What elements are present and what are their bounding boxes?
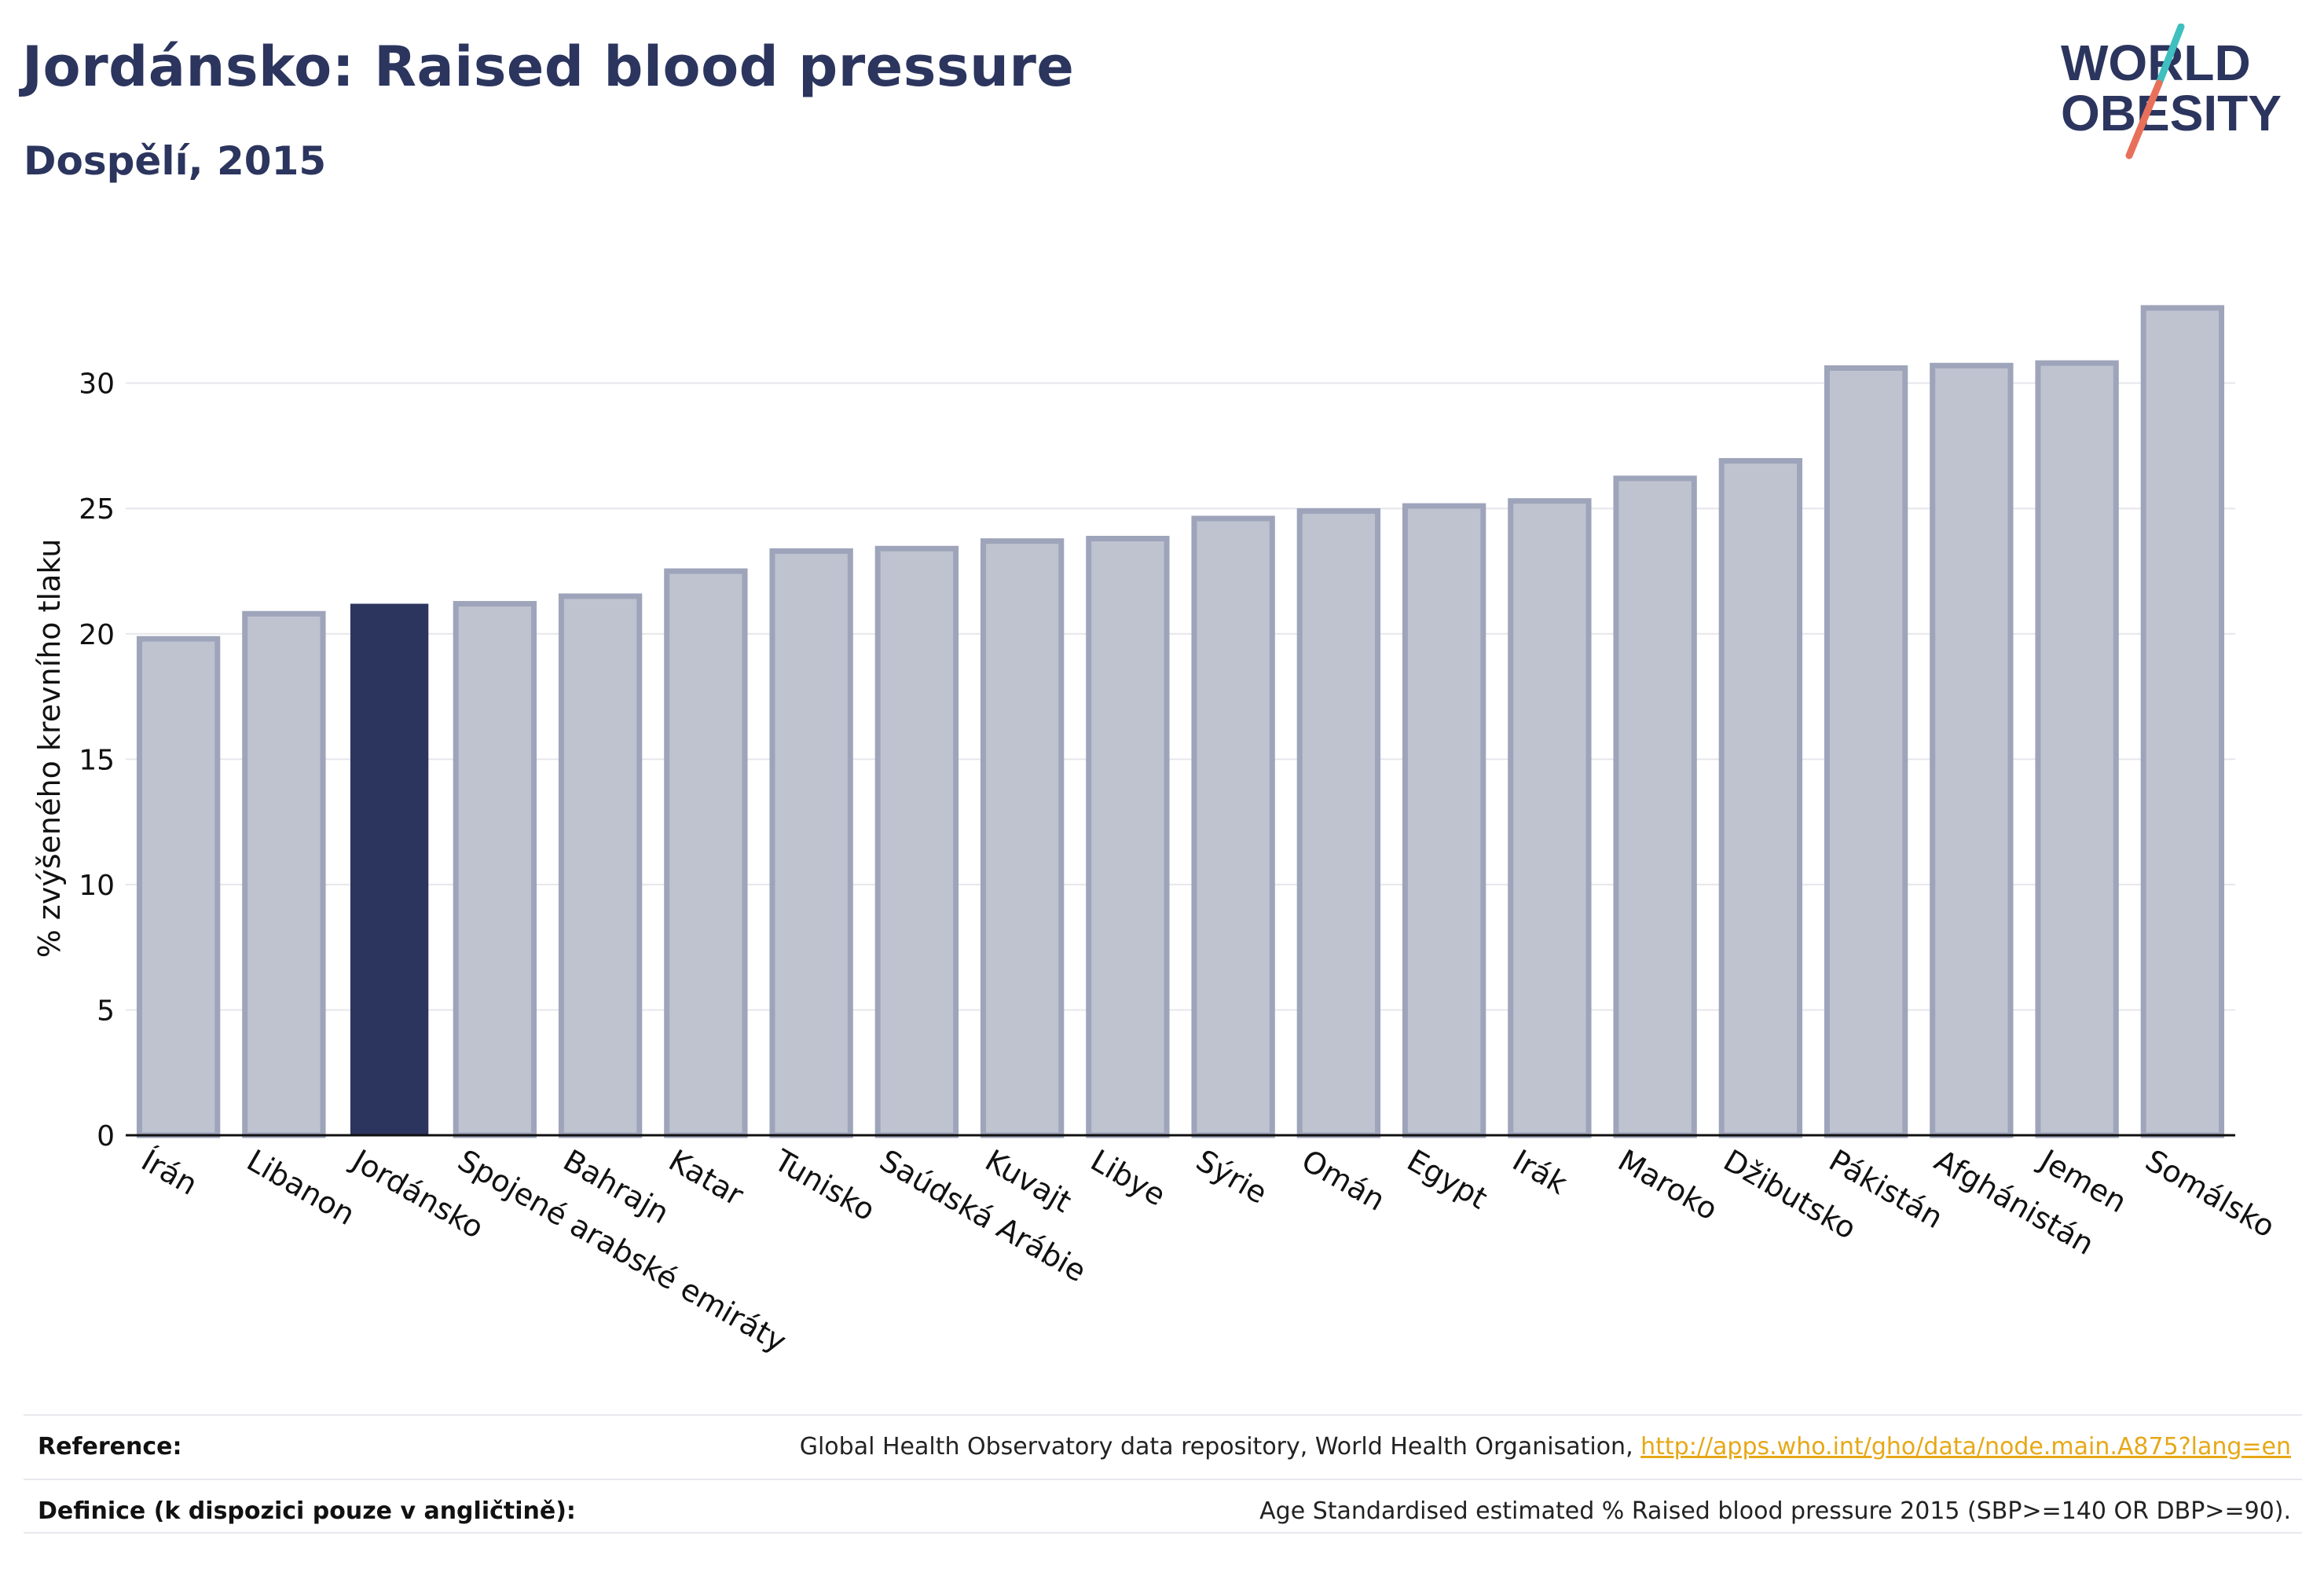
- logo-slash-red: [2125, 79, 2163, 159]
- bar-Džibutsko: [1718, 458, 1803, 1138]
- definition-label: Definice (k dispozici pouze v angličtině…: [38, 1497, 576, 1525]
- x-tick-label: Katar: [663, 1143, 750, 1213]
- bar-Afghánistán: [1930, 362, 2014, 1138]
- bar-Írán: [136, 636, 221, 1138]
- y-tick-label: 0: [97, 1120, 115, 1153]
- bar-Libanon: [242, 610, 326, 1138]
- footer-reference-row: Reference: Global Health Observatory dat…: [24, 1414, 2302, 1480]
- reference-link[interactable]: http://apps.who.int/gho/data/node.main.A…: [1640, 1433, 2291, 1461]
- y-axis-label: % zvýšeného krevního tlaku: [32, 539, 67, 958]
- page-subtitle: Dospělí, 2015: [24, 138, 327, 184]
- x-tick-label: Egypt: [1402, 1143, 1494, 1216]
- bar-Omán: [1296, 508, 1381, 1138]
- reference-label: Reference:: [38, 1433, 182, 1461]
- x-tick-label: Libanon: [241, 1143, 361, 1232]
- bar-Libye: [1086, 536, 1170, 1138]
- bar-Pákistán: [1824, 365, 1908, 1138]
- footer-bottom-rule: [24, 1532, 2302, 1534]
- bar-Egypt: [1402, 503, 1486, 1138]
- x-tick-label: Libye: [1085, 1143, 1171, 1213]
- world-obesity-logo: WORLD OBESITY: [2061, 24, 2282, 159]
- bar-Bahrajn: [558, 593, 643, 1138]
- bar-Irák: [1508, 498, 1592, 1138]
- x-tick-label: Sýrie: [1190, 1143, 1273, 1211]
- bar-Tunisko: [769, 548, 853, 1138]
- y-tick-label: 15: [79, 744, 115, 776]
- x-tick-label: Somálsko: [2139, 1143, 2281, 1244]
- bars: [136, 305, 2225, 1138]
- logo-slash-teal: [2155, 24, 2185, 87]
- bar-Maroko: [1613, 475, 1697, 1138]
- y-tick-label: 20: [79, 619, 115, 651]
- logo-line-2: OBESITY: [2061, 85, 2282, 141]
- y-tick-label: 30: [79, 368, 115, 401]
- bar-Jordánsko: [350, 603, 429, 1135]
- logo-line-1: WORLD: [2061, 35, 2251, 91]
- y-tick-label: 10: [79, 870, 115, 902]
- x-tick-label: Tunisko: [768, 1142, 881, 1228]
- page-title: Jordánsko: Raised blood pressure: [22, 35, 1075, 99]
- y-tick-label: 5: [97, 995, 115, 1027]
- x-tick-label: Maroko: [1612, 1143, 1724, 1227]
- bar-Jemen: [2035, 360, 2119, 1138]
- bar-Katar: [664, 568, 748, 1138]
- bar-Kuvajt: [980, 538, 1065, 1138]
- x-tick-label: Irák: [1507, 1143, 1573, 1201]
- reference-value: Global Health Observatory data repositor…: [800, 1433, 2291, 1461]
- bar-Somálsko: [2140, 305, 2225, 1138]
- bar-Sýrie: [1191, 515, 1275, 1138]
- gridlines: [126, 382, 2235, 1011]
- y-axis-ticks: 0 5 10 15 20 25 30: [79, 368, 115, 1153]
- x-tick-label: Írán: [136, 1143, 203, 1202]
- definition-value: Age Standardised estimated % Raised bloo…: [1259, 1497, 2291, 1525]
- footer-definition-row: Definice (k dispozici pouze v angličtině…: [24, 1479, 2302, 1545]
- y-tick-label: 25: [79, 493, 115, 526]
- bar-Saúdská Arábie: [874, 545, 959, 1138]
- bar-Spojené arabské emiráty: [453, 600, 537, 1138]
- reference-text: Global Health Observatory data repositor…: [799, 1433, 1641, 1461]
- x-tick-label: Omán: [1296, 1143, 1391, 1218]
